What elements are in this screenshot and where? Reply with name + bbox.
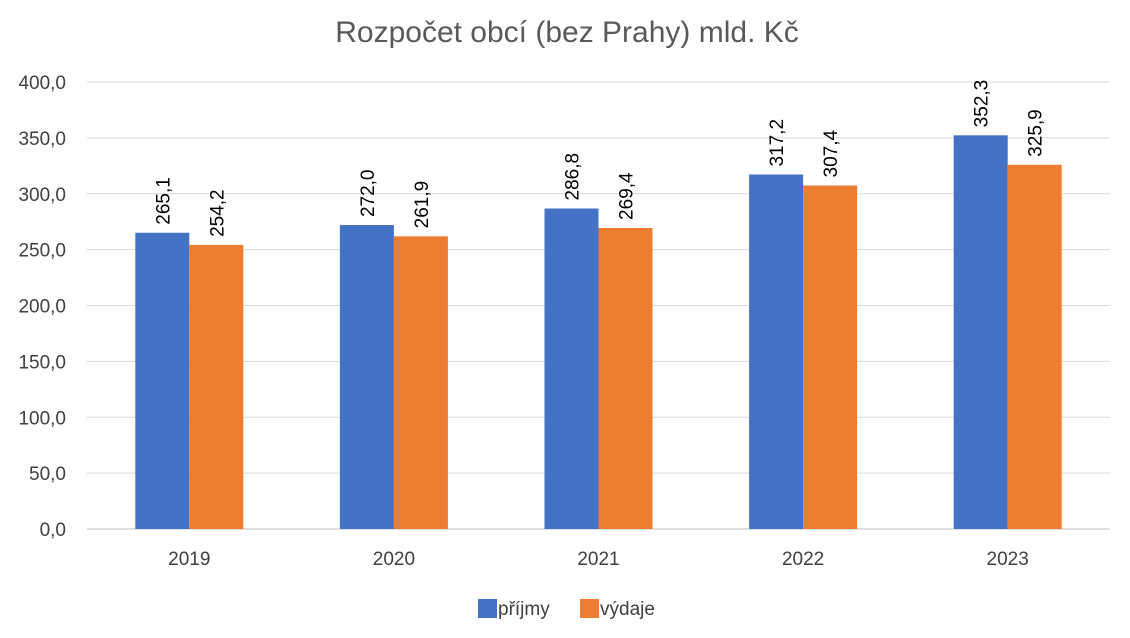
y-tick-label: 150,0 <box>18 352 66 373</box>
bar-výdaje-2020 <box>393 236 448 529</box>
legend: příjmy výdaje <box>478 599 655 620</box>
y-tick-label: 400,0 <box>18 73 66 94</box>
x-tick-label: 2023 <box>987 549 1029 570</box>
legend-label: příjmy <box>498 599 550 620</box>
legend-label: výdaje <box>600 599 655 620</box>
y-tick-label: 250,0 <box>18 241 66 262</box>
y-tick-label: 50,0 <box>29 464 66 485</box>
bar-příjmy-2021 <box>544 208 599 529</box>
x-axis: 2019 2020 2021 2022 2023 <box>168 549 1029 570</box>
data-label: 261,9 <box>412 181 433 229</box>
bars <box>135 135 1062 530</box>
legend-swatch <box>580 599 599 618</box>
x-tick-label: 2022 <box>782 549 824 570</box>
x-tick-label: 2019 <box>168 549 210 570</box>
y-tick-label: 300,0 <box>18 185 66 206</box>
x-tick-label: 2020 <box>373 549 415 570</box>
y-tick-label: 0,0 <box>40 520 66 541</box>
bar-příjmy-2023 <box>953 135 1008 529</box>
data-label: 269,4 <box>617 172 638 220</box>
bar-příjmy-2019 <box>135 232 190 530</box>
data-labels: 265,1 254,2 272,0 261,9 286,8 269,4 317,2 307,4… <box>153 80 1046 237</box>
data-label: 265,1 <box>153 177 174 225</box>
y-tick-label: 100,0 <box>18 408 66 429</box>
y-axis: 0,0 50,0 100,0 150,0 200,0 250,0 300,0 350,0 400… <box>18 73 66 541</box>
legend-swatch <box>478 599 497 618</box>
bar-výdaje-2022 <box>803 185 858 529</box>
data-label: 272,0 <box>358 169 379 217</box>
data-label: 317,2 <box>767 119 788 167</box>
chart-title: Rozpočet obcí (bez Prahy) mld. Kč <box>335 16 799 49</box>
bar-příjmy-2020 <box>339 225 394 530</box>
x-tick-label: 2021 <box>577 549 619 570</box>
data-label: 352,3 <box>972 80 993 128</box>
y-tick-label: 200,0 <box>18 297 66 318</box>
bar-výdaje-2021 <box>598 227 653 529</box>
data-label: 325,9 <box>1026 109 1047 157</box>
bar-výdaje-2023 <box>1007 164 1062 529</box>
data-label: 254,2 <box>207 189 228 237</box>
data-label: 307,4 <box>821 130 842 178</box>
data-label: 286,8 <box>563 153 584 201</box>
y-tick-label: 350,0 <box>18 129 66 150</box>
bar-výdaje-2019 <box>189 244 244 529</box>
bar-příjmy-2022 <box>749 174 804 530</box>
